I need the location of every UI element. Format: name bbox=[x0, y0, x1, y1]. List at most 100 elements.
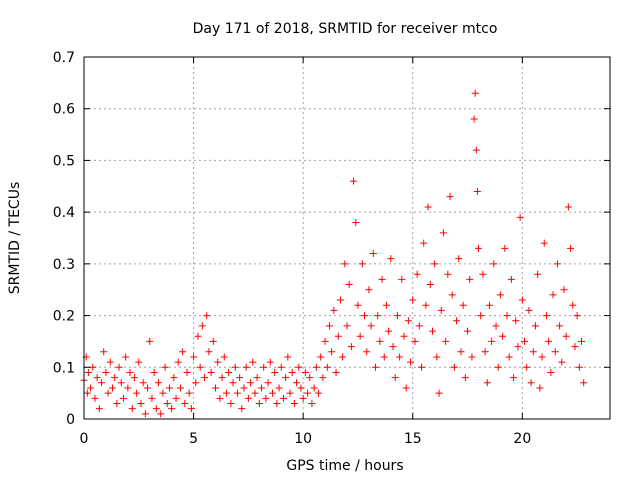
data-point bbox=[273, 399, 281, 407]
data-point bbox=[323, 363, 331, 371]
data-point bbox=[547, 368, 555, 376]
data-point bbox=[473, 187, 481, 195]
data-point bbox=[385, 327, 393, 335]
data-point bbox=[571, 343, 579, 351]
data-point bbox=[334, 332, 342, 340]
data-point bbox=[485, 301, 493, 309]
data-point bbox=[409, 296, 417, 304]
data-point bbox=[194, 332, 202, 340]
data-point bbox=[249, 358, 257, 366]
data-point bbox=[275, 384, 283, 392]
data-point bbox=[367, 322, 375, 330]
data-point bbox=[201, 374, 209, 382]
axis-ticks bbox=[83, 56, 610, 420]
data-point bbox=[378, 275, 386, 283]
data-point bbox=[492, 322, 500, 330]
y-tick-label: 0.7 bbox=[53, 50, 75, 66]
x-tick-label: 10 bbox=[294, 431, 312, 447]
data-point bbox=[152, 405, 160, 413]
data-point bbox=[319, 374, 327, 382]
data-point bbox=[277, 363, 285, 371]
data-point bbox=[308, 399, 316, 407]
data-point bbox=[304, 389, 312, 397]
x-axis-label: GPS time / hours bbox=[286, 458, 403, 474]
data-point bbox=[220, 353, 228, 361]
data-point bbox=[117, 379, 125, 387]
data-point bbox=[315, 389, 323, 397]
data-point bbox=[371, 363, 379, 371]
data-point bbox=[404, 317, 412, 325]
data-point bbox=[203, 312, 211, 320]
x-tick-labels: 0 5 10 15 20 bbox=[80, 431, 532, 447]
data-point bbox=[240, 384, 248, 392]
data-point bbox=[128, 405, 136, 413]
data-point bbox=[455, 255, 463, 263]
data-point bbox=[236, 374, 244, 382]
data-point bbox=[567, 244, 575, 252]
data-point bbox=[115, 363, 123, 371]
data-point bbox=[190, 353, 198, 361]
data-point bbox=[536, 384, 544, 392]
data-point bbox=[205, 348, 213, 356]
data-point bbox=[87, 384, 95, 392]
data-point bbox=[457, 348, 465, 356]
data-point bbox=[437, 306, 445, 314]
data-point bbox=[196, 363, 204, 371]
data-point bbox=[282, 374, 290, 382]
data-point bbox=[396, 353, 404, 361]
data-point bbox=[251, 389, 259, 397]
data-point bbox=[402, 384, 410, 392]
data-point bbox=[144, 384, 152, 392]
data-point bbox=[126, 368, 134, 376]
data-point bbox=[192, 379, 200, 387]
data-point bbox=[488, 337, 496, 345]
data-point bbox=[431, 260, 439, 268]
data-point bbox=[170, 374, 178, 382]
data-point bbox=[505, 353, 513, 361]
data-point bbox=[483, 379, 491, 387]
data-point bbox=[442, 337, 450, 345]
data-point bbox=[428, 327, 436, 335]
data-point bbox=[525, 306, 533, 314]
data-point bbox=[534, 270, 542, 278]
data-point bbox=[433, 353, 441, 361]
x-tick-label: 20 bbox=[513, 431, 531, 447]
data-point bbox=[124, 384, 132, 392]
data-point bbox=[293, 379, 301, 387]
grid-lines bbox=[84, 57, 610, 419]
data-point bbox=[468, 353, 476, 361]
data-point bbox=[244, 394, 252, 402]
data-point bbox=[407, 358, 415, 366]
data-point bbox=[499, 332, 507, 340]
x-tick-label: 5 bbox=[189, 431, 198, 447]
data-point bbox=[361, 312, 369, 320]
data-point bbox=[426, 281, 434, 289]
data-point bbox=[161, 363, 169, 371]
data-point bbox=[148, 394, 156, 402]
data-point bbox=[573, 312, 581, 320]
data-point bbox=[336, 296, 344, 304]
data-point bbox=[475, 244, 482, 252]
y-axis-label: SRMTID / TECUs bbox=[7, 182, 23, 295]
data-point bbox=[321, 337, 329, 345]
data-point bbox=[514, 343, 522, 351]
y-tick-label: 0.3 bbox=[53, 257, 75, 273]
data-point bbox=[341, 260, 349, 268]
data-point bbox=[376, 337, 384, 345]
data-point bbox=[545, 337, 553, 345]
data-point bbox=[113, 399, 121, 407]
data-point bbox=[472, 146, 480, 154]
data-point bbox=[295, 363, 303, 371]
data-point bbox=[380, 353, 388, 361]
data-point bbox=[185, 389, 193, 397]
data-point bbox=[578, 337, 586, 345]
data-point bbox=[354, 301, 362, 309]
data-point bbox=[229, 379, 237, 387]
data-point bbox=[290, 399, 298, 407]
data-point bbox=[516, 213, 524, 221]
data-point bbox=[222, 389, 230, 397]
data-point bbox=[181, 399, 189, 407]
data-point bbox=[569, 301, 577, 309]
data-point bbox=[93, 374, 101, 382]
